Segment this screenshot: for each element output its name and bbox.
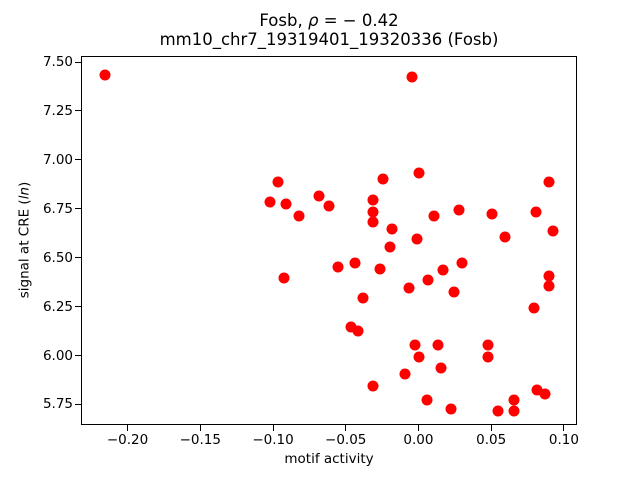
x-tick-mark <box>345 425 347 431</box>
data-point <box>413 167 425 179</box>
x-tick-label: 0.10 <box>548 432 579 448</box>
x-tick-mark <box>417 425 419 431</box>
y-tick-mark <box>75 355 81 357</box>
data-point <box>482 351 494 363</box>
chart-subtitle: mm10_chr7_19319401_19320336 (Fosb) <box>159 30 499 49</box>
y-tick-label: 6.25 <box>42 298 73 315</box>
data-point <box>280 198 292 210</box>
x-tick-label: −0.10 <box>252 432 294 448</box>
data-point <box>332 261 344 273</box>
y-tick-mark <box>75 61 81 63</box>
data-point <box>406 71 418 83</box>
data-point <box>528 302 540 314</box>
x-tick-mark <box>490 425 492 431</box>
x-tick-label: −0.05 <box>325 432 367 448</box>
x-tick-mark <box>199 425 201 431</box>
data-point <box>357 292 369 304</box>
y-axis-label: signal at CRE (ln) <box>17 182 34 299</box>
data-point <box>530 206 542 218</box>
data-point <box>543 280 555 292</box>
y-tick-label: 7.00 <box>42 151 73 168</box>
data-point <box>367 380 379 392</box>
x-tick-mark <box>272 425 274 431</box>
data-point <box>409 339 421 351</box>
x-tick-label: 0.05 <box>476 432 507 448</box>
data-point <box>531 384 543 396</box>
data-point <box>539 388 551 400</box>
data-point <box>411 233 423 245</box>
y-axis-label-ln-symbol: ln <box>16 186 33 200</box>
data-point <box>264 196 276 208</box>
data-point <box>432 339 444 351</box>
y-tick-label: 6.75 <box>42 200 73 217</box>
data-point <box>272 176 284 188</box>
y-tick-label: 5.75 <box>42 396 73 413</box>
data-point <box>435 362 447 374</box>
y-tick-mark <box>75 257 81 259</box>
data-point <box>399 368 411 380</box>
data-point <box>543 270 555 282</box>
data-point <box>421 394 433 406</box>
y-tick-mark <box>75 110 81 112</box>
data-point <box>453 204 465 216</box>
y-axis-label-suffix: ) <box>16 181 33 187</box>
y-tick-label: 7.25 <box>42 102 73 119</box>
x-tick-label: −0.15 <box>179 432 221 448</box>
y-tick-mark <box>75 208 81 210</box>
data-point <box>437 264 449 276</box>
data-point <box>448 286 460 298</box>
plot-area <box>81 56 577 425</box>
x-tick-mark <box>127 425 129 431</box>
chart-title-text: Fosb, <box>259 11 308 30</box>
y-tick-label: 6.50 <box>42 249 73 266</box>
data-point <box>99 69 111 81</box>
data-point <box>367 206 379 218</box>
x-tick-mark <box>563 425 565 431</box>
data-point <box>482 339 494 351</box>
data-point <box>278 272 290 284</box>
data-point <box>323 200 335 212</box>
data-point <box>374 263 386 274</box>
data-point <box>349 257 361 269</box>
data-point <box>508 394 520 406</box>
y-tick-label: 7.50 <box>42 54 73 71</box>
data-point <box>367 194 379 206</box>
y-tick-mark <box>75 306 81 308</box>
data-point <box>543 176 555 188</box>
data-point <box>422 274 434 286</box>
data-point <box>486 208 498 220</box>
y-tick-mark <box>75 403 81 405</box>
data-point <box>367 216 379 228</box>
data-point <box>386 223 398 235</box>
data-point <box>428 210 440 222</box>
x-tick-label: −0.20 <box>106 432 149 448</box>
data-point <box>456 257 468 269</box>
chart-title-rho-symbol: ρ <box>307 11 319 30</box>
data-point <box>403 282 415 294</box>
x-axis-label: motif activity <box>284 451 374 467</box>
data-point <box>413 351 425 363</box>
x-tick-label: 0.00 <box>403 432 434 448</box>
data-point <box>352 325 364 337</box>
data-point <box>492 405 504 417</box>
y-tick-label: 6.00 <box>42 347 73 364</box>
data-point <box>377 173 389 184</box>
data-point <box>293 210 305 222</box>
data-point <box>313 190 325 202</box>
data-point <box>345 321 357 333</box>
chart-title-correlation-value: = − 0.42 <box>318 11 399 30</box>
chart-title: Fosb, ρ = − 0.42 <box>81 11 577 31</box>
data-point <box>547 225 559 237</box>
data-point <box>384 241 396 253</box>
data-point <box>508 405 520 417</box>
data-point <box>499 231 511 243</box>
y-tick-mark <box>75 159 81 161</box>
data-point <box>445 403 457 415</box>
